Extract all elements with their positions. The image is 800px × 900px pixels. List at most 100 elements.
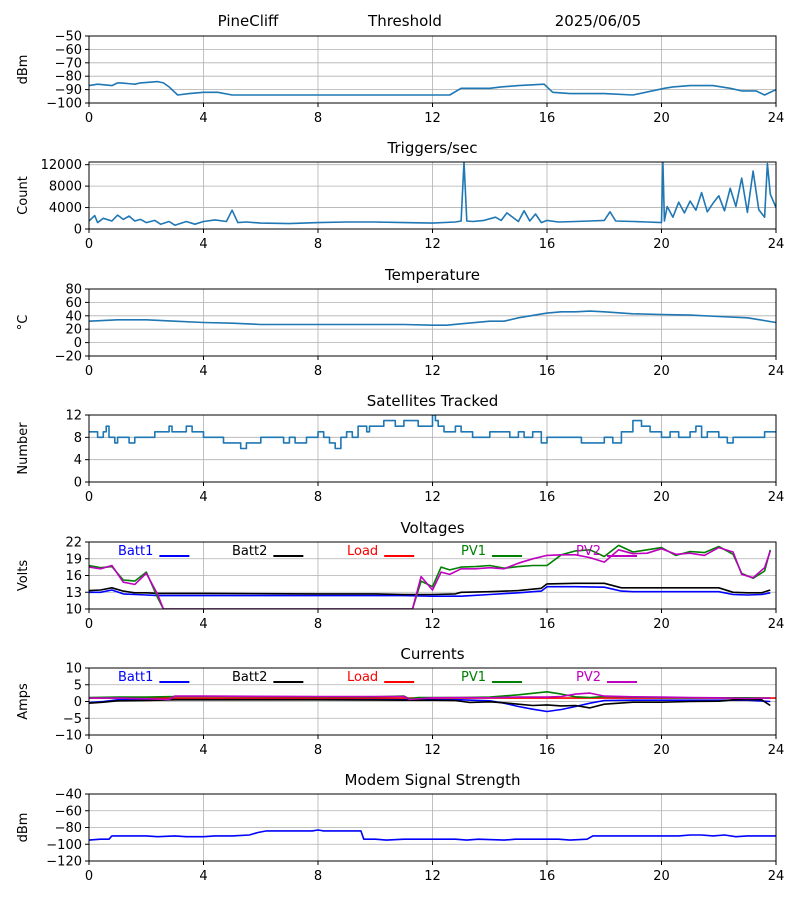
y-tick-label: 22 — [65, 536, 82, 551]
x-tick-label: 24 — [768, 869, 785, 884]
x-tick-label: 8 — [314, 617, 322, 632]
x-tick-label: 8 — [314, 111, 322, 126]
x-tick-label: 16 — [539, 490, 556, 505]
y-tick-label: −20 — [55, 350, 82, 365]
x-tick-label: 4 — [199, 617, 207, 632]
x-tick-label: 0 — [85, 111, 93, 126]
y-tick-label: 4000 — [49, 201, 82, 216]
chart-panel-6: Batt1 Batt2 Load PV1 PV2 0 4 8 12 16 20 24 −10 −5 0 510… — [16, 645, 784, 758]
y-axis-label: Volts — [16, 560, 31, 592]
y-tick-label: 5 — [74, 678, 82, 693]
legend-label: Batt2 — [232, 544, 267, 559]
series-line-pv2 — [89, 692, 771, 701]
x-tick-label: 12 — [424, 111, 441, 126]
legend-label: PV2 — [576, 670, 601, 685]
x-tick-label: 20 — [653, 490, 670, 505]
y-axis-label: Count — [16, 176, 31, 215]
x-tick-label: 0 — [85, 743, 93, 758]
x-tick-label: 16 — [539, 237, 556, 252]
x-tick-label: 8 — [314, 869, 322, 884]
y-tick-label: 4 — [74, 453, 82, 468]
chart-title: Temperature — [384, 266, 480, 284]
x-tick-label: 12 — [424, 617, 441, 632]
x-tick-label: 24 — [768, 490, 785, 505]
y-axis-label: °C — [16, 315, 31, 331]
series-line-1 — [89, 162, 776, 226]
y-tick-label: 0 — [74, 695, 82, 710]
y-tick-label: −50 — [55, 30, 82, 45]
x-tick-label: 20 — [653, 237, 670, 252]
chart-panel-2: 0 4 8 12 16 20 24 0 4000 8000 12000 Triggers/sec Cou… — [16, 139, 784, 252]
x-tick-label: 24 — [768, 111, 785, 126]
y-tick-label: −70 — [55, 56, 82, 71]
y-tick-label: 10 — [65, 603, 82, 618]
legend-label: Load — [347, 544, 378, 559]
x-tick-label: 16 — [539, 743, 556, 758]
y-tick-label: −100 — [46, 838, 82, 853]
series-line-1 — [89, 829, 776, 841]
x-tick-label: 0 — [85, 490, 93, 505]
x-tick-label: 8 — [314, 490, 322, 505]
x-tick-label: 16 — [539, 364, 556, 379]
legend-label: Batt1 — [118, 544, 153, 559]
x-tick-label: 16 — [539, 111, 556, 126]
x-tick-label: 20 — [653, 111, 670, 126]
series-line-pv2 — [89, 546, 772, 609]
y-axis-label: dBm — [16, 55, 31, 85]
chart-panel-1: 0 4 8 12 16 20 24 −100−90−80−70−60−50 dBm — [16, 30, 784, 127]
y-tick-label: 13 — [65, 586, 82, 601]
chart-title: Currents — [400, 645, 464, 663]
header-date: 2025/06/05 — [555, 12, 641, 30]
x-tick-label: 8 — [314, 237, 322, 252]
chart-title: Modem Signal Strength — [345, 771, 521, 789]
y-tick-label: 10 — [65, 662, 82, 677]
y-axis-label: Number — [16, 422, 31, 475]
x-tick-label: 12 — [424, 237, 441, 252]
x-tick-label: 24 — [768, 364, 785, 379]
y-tick-label: −40 — [55, 788, 82, 803]
x-tick-label: 8 — [314, 743, 322, 758]
x-tick-label: 8 — [314, 364, 322, 379]
y-tick-label: −100 — [46, 97, 82, 112]
x-tick-label: 20 — [653, 869, 670, 884]
chart-title: Voltages — [400, 519, 464, 537]
x-tick-label: 4 — [199, 364, 207, 379]
y-tick-label: −120 — [46, 855, 82, 870]
x-tick-label: 12 — [424, 743, 441, 758]
x-tick-label: 4 — [199, 490, 207, 505]
y-tick-label: 60 — [65, 296, 82, 311]
y-tick-label: −60 — [55, 804, 82, 819]
x-tick-label: 0 — [85, 869, 93, 884]
x-tick-label: 20 — [653, 743, 670, 758]
y-tick-label: 0 — [74, 336, 82, 351]
y-tick-label: 16 — [65, 569, 82, 584]
x-tick-label: 16 — [539, 869, 556, 884]
x-tick-label: 4 — [199, 111, 207, 126]
x-tick-label: 24 — [768, 743, 785, 758]
legend-label: Batt1 — [118, 670, 153, 685]
y-tick-label: −80 — [55, 70, 82, 85]
chart-panel-4: 0 4 8 12 16 20 24 0 4 8 12 Satellites Tracked Number — [16, 392, 784, 505]
chart-panel-5: Batt1 Batt2 Load PV1 PV2 0 4 8 12 16 20 24 10 13 16 192… — [16, 519, 784, 632]
x-tick-label: 20 — [653, 364, 670, 379]
y-tick-label: 8000 — [49, 180, 82, 195]
y-tick-label: 80 — [65, 283, 82, 298]
y-tick-label: −90 — [55, 83, 82, 98]
legend-label: PV1 — [461, 670, 486, 685]
chart-panel-7: 0 4 8 12 16 20 24 −120 −100 −80 −60−40 Modem Signal… — [16, 771, 784, 884]
chart-title: Triggers/sec — [387, 139, 478, 157]
x-tick-label: 0 — [85, 364, 93, 379]
y-tick-label: 12 — [65, 409, 82, 424]
legend-label: Batt2 — [232, 670, 267, 685]
y-tick-label: −10 — [55, 729, 82, 744]
header-site: PineCliff — [218, 12, 279, 30]
x-tick-label: 12 — [424, 869, 441, 884]
y-axis-label: dBm — [16, 813, 31, 843]
legend-label: PV2 — [576, 544, 601, 559]
y-tick-label: −5 — [63, 712, 82, 727]
x-tick-label: 12 — [424, 490, 441, 505]
x-tick-label: 20 — [653, 617, 670, 632]
y-tick-label: 40 — [65, 309, 82, 324]
